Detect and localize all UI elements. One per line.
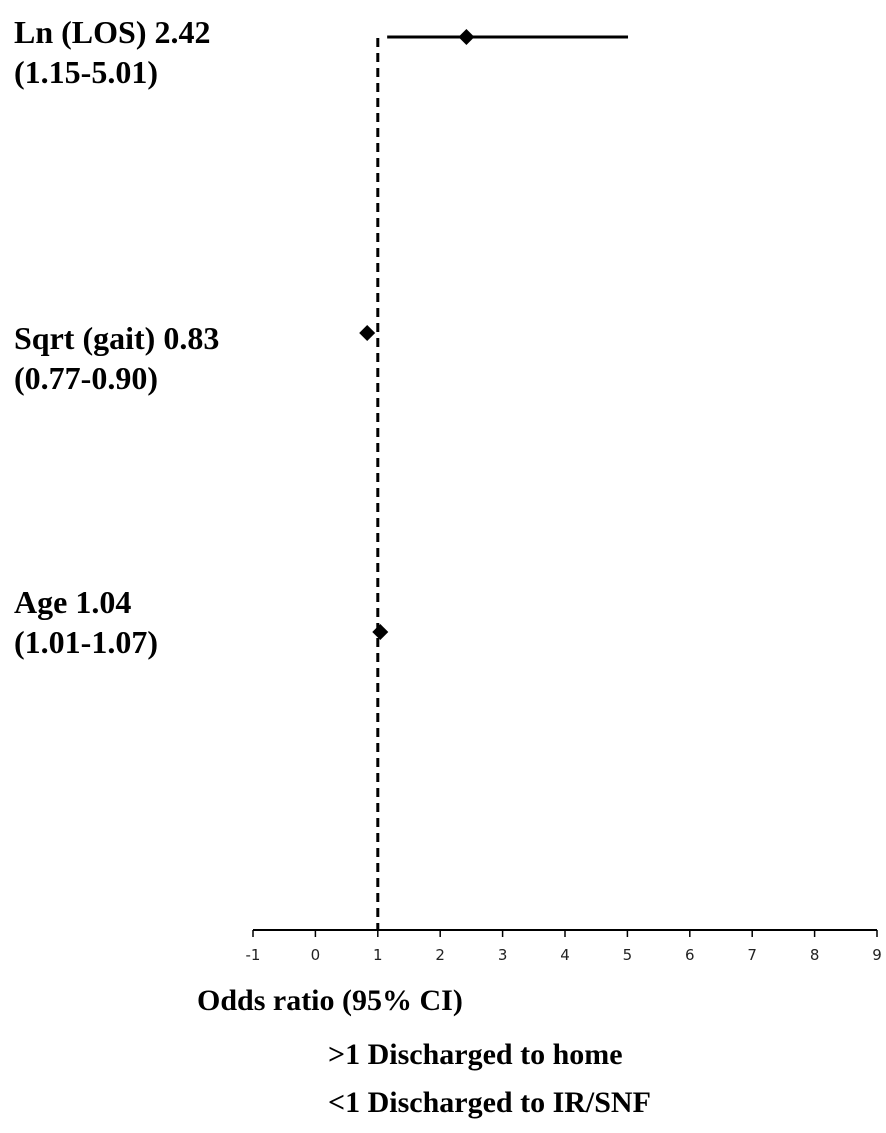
x-tick-label-3: 2	[435, 946, 445, 964]
x-tick-label-1: 0	[311, 946, 321, 964]
row-label-sqrt-gait-estimate: Sqrt (gait) 0.83	[14, 320, 220, 356]
x-tick-label-2: 1	[373, 946, 383, 964]
row-label-sqrt-gait-ci: (0.77-0.90)	[14, 360, 158, 396]
note-discharged-ir-snf: <1 Discharged to IR/SNF	[328, 1086, 651, 1119]
x-tick-label-9: 8	[810, 946, 820, 964]
plot-layer: -1 0 1 2 3 4 5 6 7 8 9	[246, 29, 882, 964]
row-label-sqrt-gait: Sqrt (gait) 0.83 (0.77-0.90)	[14, 318, 219, 398]
x-tick-label-5: 4	[560, 946, 570, 964]
row-label-ln-los: Ln (LOS) 2.42 (1.15-5.01)	[14, 12, 210, 92]
x-tick-label-4: 3	[498, 946, 508, 964]
row-label-age-ci: (1.01-1.07)	[14, 624, 158, 660]
x-tick-label-8: 7	[747, 946, 757, 964]
point-estimate-sqrt-gait	[359, 325, 376, 341]
row-label-ln-los-estimate: Ln (LOS) 2.42	[14, 14, 211, 50]
x-tick-label-7: 6	[685, 946, 695, 964]
x-tick-label-6: 5	[623, 946, 633, 964]
row-label-age-estimate: Age 1.04	[14, 584, 132, 620]
point-estimate-age	[372, 624, 389, 640]
x-tick-label-0: -1	[246, 946, 261, 964]
note-discharged-home: >1 Discharged to home	[328, 1038, 623, 1071]
x-axis-label: Odds ratio (95% CI)	[197, 984, 463, 1017]
row-label-age: Age 1.04 (1.01-1.07)	[14, 582, 158, 662]
row-label-ln-los-ci: (1.15-5.01)	[14, 54, 158, 90]
point-estimate-ln-los	[458, 29, 475, 45]
x-tick-label-10: 9	[872, 946, 882, 964]
